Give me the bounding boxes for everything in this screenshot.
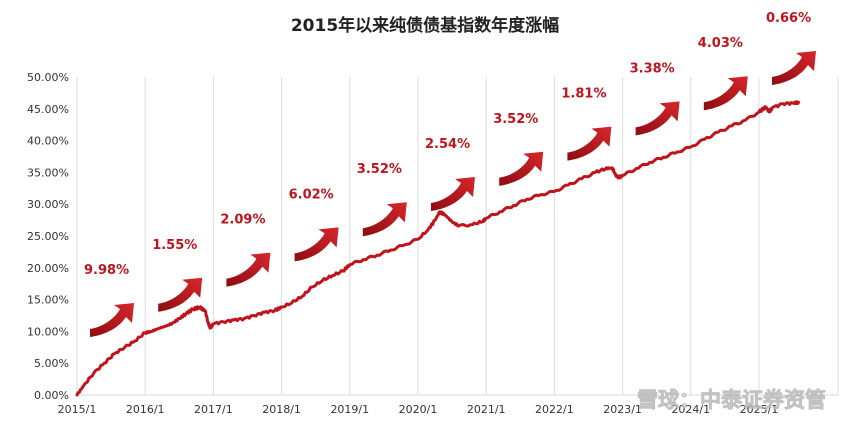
growth-arrow [703, 76, 748, 111]
growth-arrow [499, 151, 544, 186]
growth-arrows [90, 51, 816, 337]
annual-return-label: 0.66% [766, 11, 811, 26]
growth-arrow [226, 252, 271, 287]
annual-return-label: 1.81% [561, 87, 606, 102]
growth-arrow [158, 277, 203, 312]
chart-title: 2015年以来纯债债基指数年度涨幅 [291, 15, 559, 36]
x-tick-label: 2015/1 [58, 403, 97, 416]
growth-arrow [90, 303, 134, 337]
x-tick-label: 2019/1 [330, 403, 369, 416]
annual-return-label: 4.03% [698, 36, 743, 51]
grid-lines [76, 77, 839, 396]
growth-arrow [567, 126, 612, 161]
y-tick-label: 5.00% [34, 357, 69, 370]
annual-return-label: 9.98% [84, 263, 129, 278]
x-tick-label: 2022/1 [535, 403, 574, 416]
x-axis-tick-labels: 2015/1 2016/1 2017/1 2018/1 2019/1 2020/1 2021… [58, 403, 779, 416]
x-tick-label: 2017/1 [194, 403, 233, 416]
annual-return-label: 3.38% [630, 61, 675, 76]
watermark-text: 雪球：中泰证券资管 [637, 388, 826, 412]
x-tick-label: 2025/1 [740, 403, 779, 416]
y-tick-label: 50.00% [27, 71, 69, 84]
annual-return-label: 2.54% [425, 137, 470, 152]
growth-arrow [362, 202, 407, 237]
annual-return-label: 2.09% [220, 213, 265, 228]
y-tick-label: 30.00% [27, 198, 69, 211]
annual-return-labels: 9.98% 1.55% 2.09% 6.02% 3.52% 2.54% 3.52% 1.81%… [84, 11, 811, 278]
x-tick-label: 2024/1 [671, 403, 710, 416]
annual-return-label: 3.52% [357, 162, 402, 177]
y-tick-label: 35.00% [27, 166, 69, 179]
y-tick-label: 20.00% [27, 262, 69, 275]
growth-arrow [431, 177, 475, 211]
annual-return-label: 1.55% [152, 238, 197, 253]
y-axis-tick-labels: 0.00% 5.00% 10.00% 15.00% 20.00% 25.00% 30.00%… [27, 71, 69, 402]
y-tick-label: 40.00% [27, 135, 69, 148]
x-tick-label: 2018/1 [262, 403, 301, 416]
x-tick-label: 2016/1 [126, 403, 165, 416]
x-tick-label: 2021/1 [467, 403, 506, 416]
y-tick-label: 45.00% [27, 103, 69, 116]
x-tick-label: 2023/1 [603, 403, 642, 416]
y-tick-label: 15.00% [27, 294, 69, 307]
y-tick-label: 0.00% [34, 389, 69, 402]
series-line [75, 100, 801, 397]
y-tick-label: 25.00% [27, 230, 69, 243]
series-line-group [75, 100, 801, 397]
annual-return-label: 3.52% [493, 112, 538, 127]
y-tick-label: 10.00% [27, 325, 69, 338]
annual-return-label: 6.02% [289, 187, 334, 202]
growth-arrow [772, 51, 816, 85]
growth-arrow [635, 101, 680, 136]
x-tick-label: 2020/1 [399, 403, 438, 416]
growth-arrow [294, 227, 339, 262]
